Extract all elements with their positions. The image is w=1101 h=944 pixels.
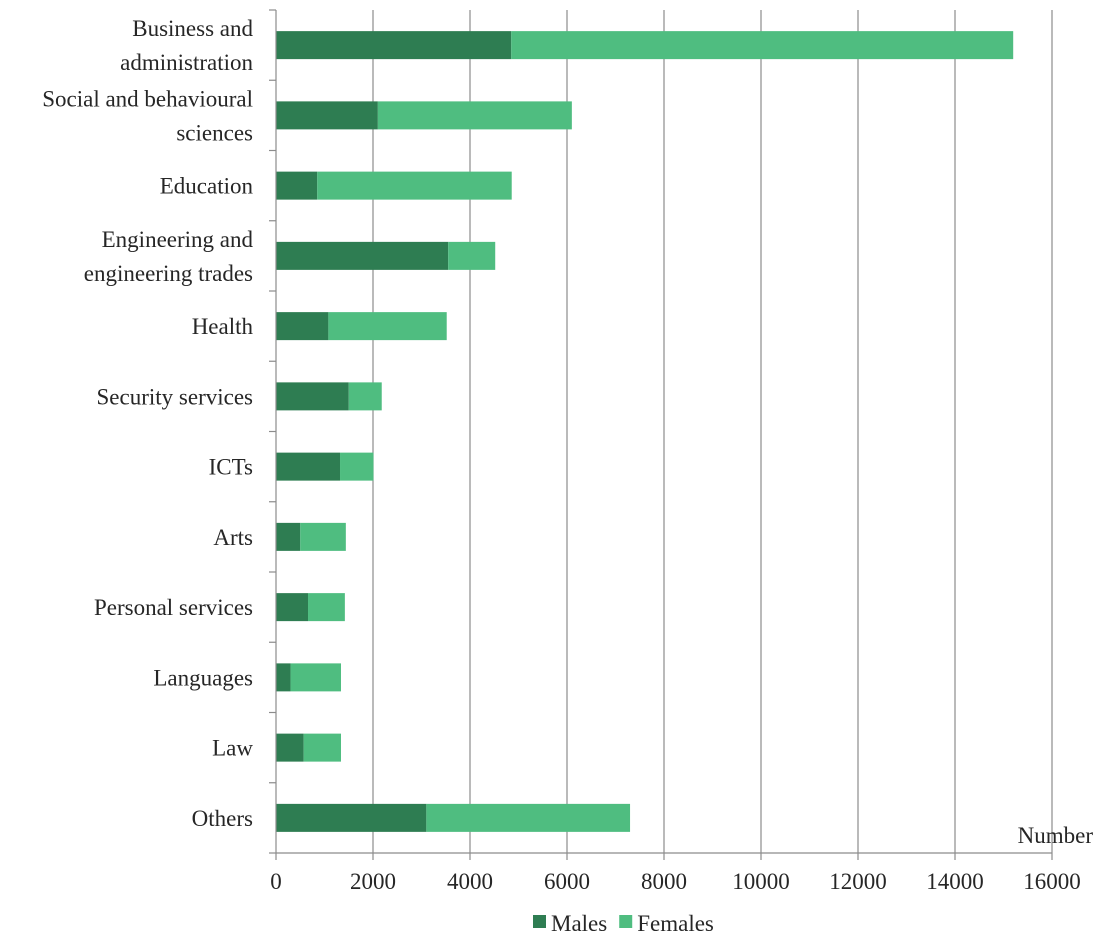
category-label-line: Health bbox=[192, 314, 254, 339]
x-tick-label-6000: 6000 bbox=[544, 869, 590, 894]
category-label-11: Others bbox=[192, 806, 253, 831]
category-label-9: Languages bbox=[153, 665, 253, 690]
legend-label-males: Males bbox=[551, 911, 607, 936]
bar-males-6 bbox=[276, 452, 341, 481]
bar-females-7 bbox=[300, 522, 346, 551]
bar-males-0 bbox=[276, 31, 512, 60]
bar-females-2 bbox=[317, 171, 512, 200]
category-label-5: Security services bbox=[97, 384, 254, 409]
bar-females-9 bbox=[290, 663, 341, 692]
category-label-line: Social and behavioural bbox=[42, 86, 253, 111]
bar-males-2 bbox=[276, 171, 318, 200]
category-label-line: sciences bbox=[176, 120, 253, 145]
category-label-line: Law bbox=[212, 736, 253, 761]
category-label-10: Law bbox=[212, 736, 253, 761]
category-label-line: administration bbox=[120, 50, 253, 75]
category-label-8: Personal services bbox=[94, 595, 253, 620]
legend-swatch-males bbox=[533, 915, 546, 928]
category-label-line: Arts bbox=[213, 525, 253, 550]
category-label-3: Engineering and engineering trades bbox=[84, 227, 254, 286]
x-axis-title: Number bbox=[1018, 823, 1094, 848]
bar-females-4 bbox=[328, 312, 447, 341]
category-label-line: Others bbox=[192, 806, 253, 831]
grid-layer bbox=[372, 10, 1053, 853]
bar-males-5 bbox=[276, 382, 349, 411]
category-label-6: ICTs bbox=[209, 455, 253, 480]
category-label-line: ICTs bbox=[209, 455, 253, 480]
bar-females-3 bbox=[448, 241, 496, 270]
bar-males-10 bbox=[276, 733, 304, 762]
category-label-line: Languages bbox=[153, 665, 253, 690]
x-tick-label-8000: 8000 bbox=[641, 869, 687, 894]
category-label-1: Social and behavioural sciences bbox=[42, 86, 253, 145]
x-tick-label-0: 0 bbox=[270, 869, 282, 894]
bar-females-6 bbox=[340, 452, 374, 481]
x-tick-label-14000: 14000 bbox=[926, 869, 984, 894]
category-label-7: Arts bbox=[213, 525, 253, 550]
bars-layer bbox=[276, 31, 1014, 832]
legend-swatch-females bbox=[619, 915, 633, 928]
bar-males-3 bbox=[276, 241, 449, 270]
x-tick-label-12000: 12000 bbox=[829, 869, 887, 894]
bar-males-11 bbox=[276, 803, 427, 832]
bar-males-1 bbox=[276, 101, 378, 130]
legend: Males Females bbox=[533, 911, 714, 936]
bar-females-5 bbox=[348, 382, 382, 411]
category-label-line: Security services bbox=[97, 384, 254, 409]
bar-females-0 bbox=[511, 31, 1014, 60]
category-label-line: Engineering and bbox=[102, 227, 254, 252]
x-tick-label-2000: 2000 bbox=[350, 869, 396, 894]
bar-males-7 bbox=[276, 522, 301, 551]
bar-males-9 bbox=[276, 663, 291, 692]
category-label-line: Business and bbox=[132, 16, 253, 41]
bar-males-8 bbox=[276, 593, 309, 622]
tick-labels: 0 2000 4000 6000 8000 10000 12000 14000 16000 bbox=[270, 869, 1081, 894]
x-tick-label-16000: 16000 bbox=[1023, 869, 1081, 894]
bar-females-11 bbox=[426, 803, 631, 832]
category-label-line: engineering trades bbox=[84, 261, 253, 286]
x-tick-label-10000: 10000 bbox=[732, 869, 790, 894]
category-label-line: Education bbox=[160, 174, 254, 199]
bar-females-1 bbox=[377, 101, 572, 130]
category-label-4: Health bbox=[192, 314, 254, 339]
category-label-line: Personal services bbox=[94, 595, 253, 620]
category-labels: Business and administration Social and beh… bbox=[42, 16, 253, 831]
bar-females-8 bbox=[308, 593, 345, 622]
category-label-0: Business and administration bbox=[120, 16, 253, 75]
legend-label-females: Females bbox=[637, 911, 714, 936]
category-label-2: Education bbox=[160, 174, 254, 199]
bar-females-10 bbox=[303, 733, 341, 762]
axis-layer bbox=[269, 9, 1053, 860]
x-tick-label-4000: 4000 bbox=[447, 869, 493, 894]
bar-males-4 bbox=[276, 312, 329, 341]
